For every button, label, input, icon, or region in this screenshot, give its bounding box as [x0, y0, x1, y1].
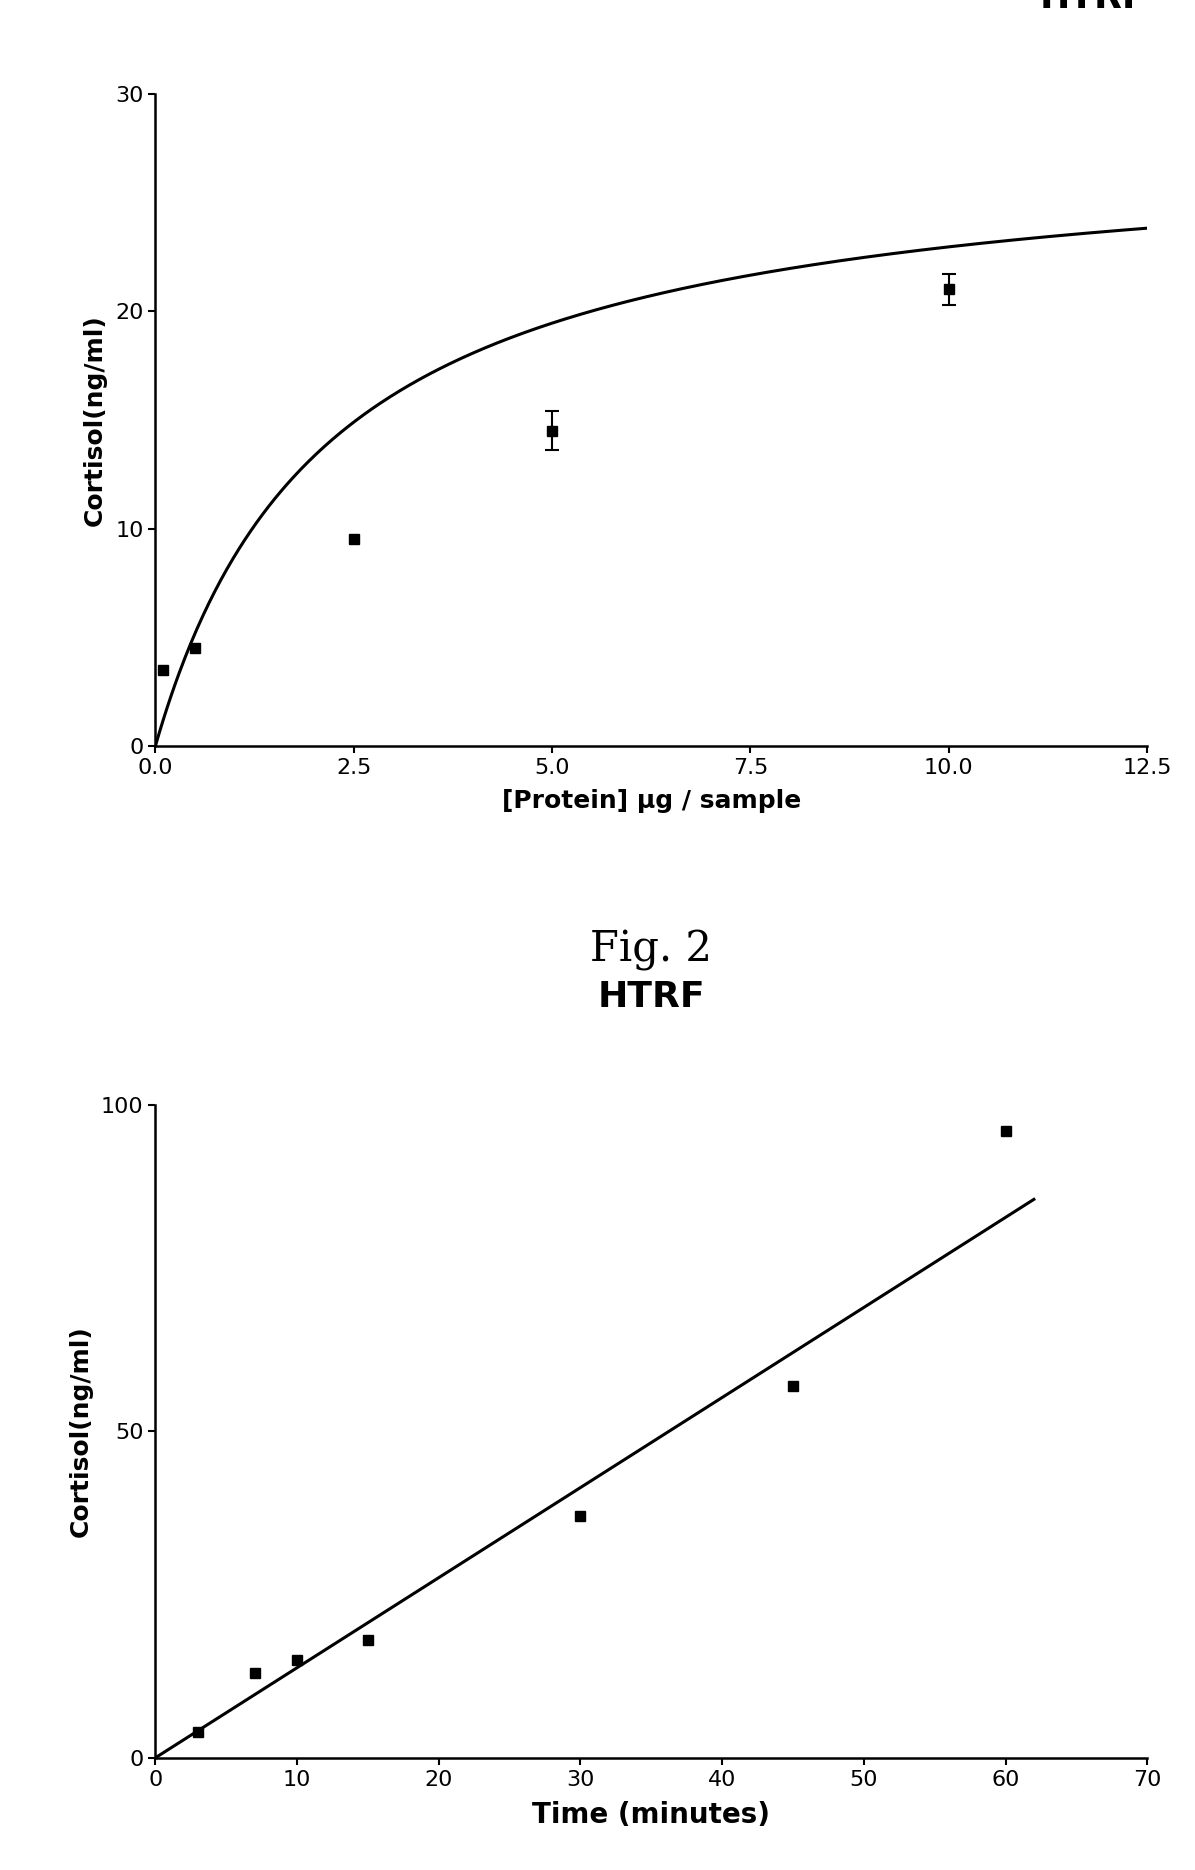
Y-axis label: Cortisol(ng/ml): Cortisol(ng/ml)	[68, 1326, 92, 1537]
X-axis label: Time (minutes): Time (minutes)	[532, 1801, 771, 1829]
Text: Fig. 2: Fig. 2	[590, 929, 712, 971]
X-axis label: [Protein] μg / sample: [Protein] μg / sample	[502, 789, 801, 813]
Text: HTRF: HTRF	[1040, 0, 1147, 15]
Text: HTRF: HTRF	[598, 980, 705, 1014]
Y-axis label: Cortisol(ng/ml): Cortisol(ng/ml)	[82, 314, 106, 525]
